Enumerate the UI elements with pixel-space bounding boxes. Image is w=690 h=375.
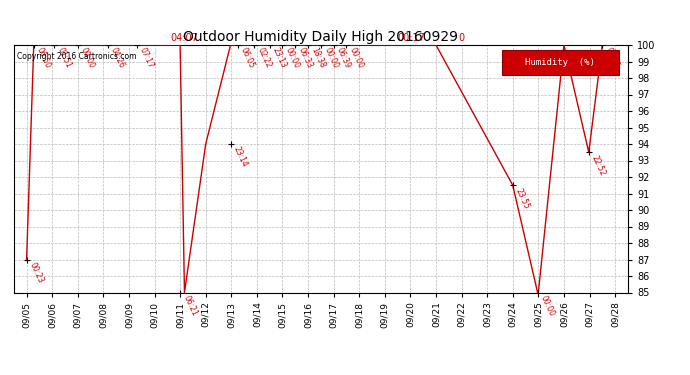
Text: 04:26: 04:26 <box>109 46 126 70</box>
Text: 0: 0 <box>459 33 464 42</box>
Text: 01:15: 01:15 <box>604 46 621 70</box>
Text: 00:23: 00:23 <box>28 261 46 285</box>
Text: 06:21: 06:21 <box>181 294 199 317</box>
Text: 00:00: 00:00 <box>79 46 97 70</box>
Text: 00:00: 00:00 <box>284 46 302 70</box>
Text: 00:00: 00:00 <box>348 46 365 70</box>
Text: 22:52: 22:52 <box>590 154 607 177</box>
Text: 00:00: 00:00 <box>322 46 339 70</box>
Text: Humidity  (%): Humidity (%) <box>525 58 595 67</box>
Text: 23:13: 23:13 <box>271 46 288 70</box>
Text: 07:17: 07:17 <box>138 46 155 70</box>
FancyBboxPatch shape <box>502 50 619 75</box>
Text: Copyright 2016 Cartronics.com: Copyright 2016 Cartronics.com <box>17 53 137 62</box>
Text: 06:05: 06:05 <box>239 46 257 70</box>
Text: 23:55: 23:55 <box>514 187 531 210</box>
Text: 06:39: 06:39 <box>335 46 353 70</box>
Text: 00:00: 00:00 <box>539 294 556 318</box>
Title: Outdoor Humidity Daily High 20160929: Outdoor Humidity Daily High 20160929 <box>184 30 458 44</box>
Text: 18:38: 18:38 <box>309 46 327 70</box>
Text: 23:14: 23:14 <box>232 146 249 169</box>
Text: 02:22: 02:22 <box>256 46 273 70</box>
Text: 06:33: 06:33 <box>297 46 314 70</box>
Text: 00:17: 00:17 <box>397 33 425 42</box>
Text: 04:07: 04:07 <box>170 33 199 42</box>
Text: 01:51: 01:51 <box>55 46 72 70</box>
Text: 06:50: 06:50 <box>35 46 52 70</box>
